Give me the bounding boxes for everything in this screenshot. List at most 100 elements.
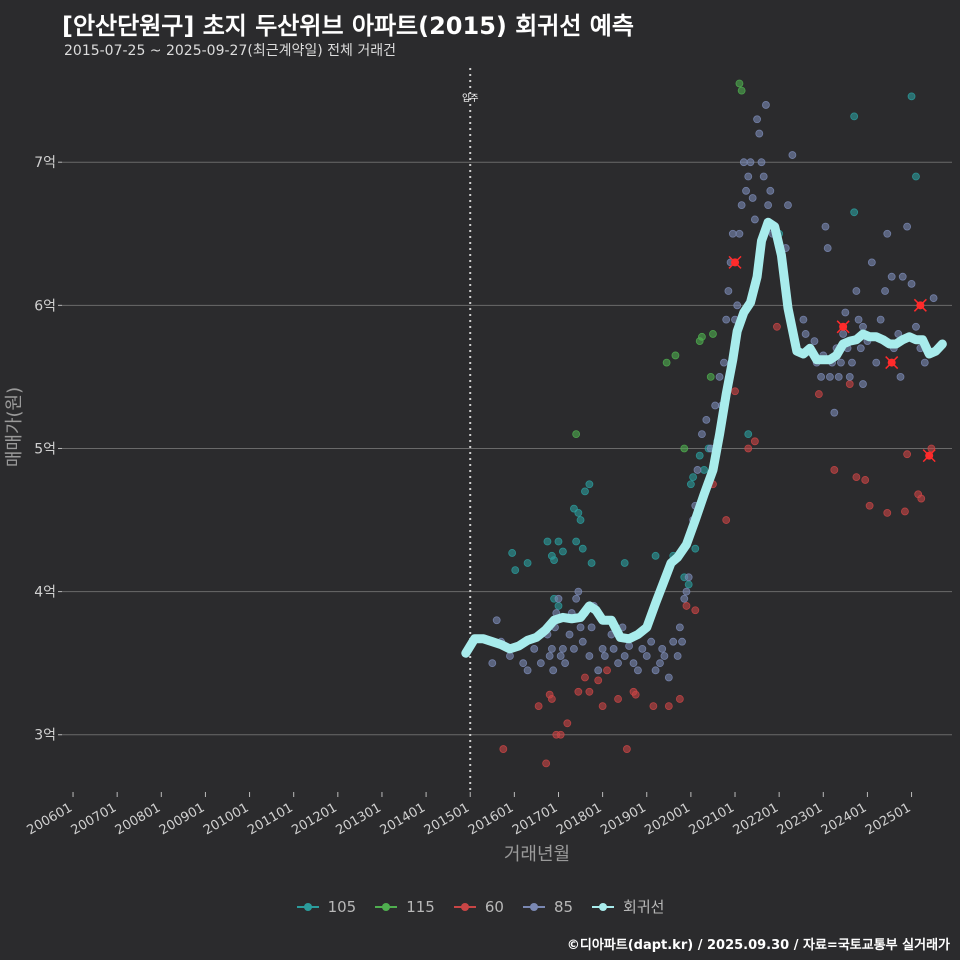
point-60 bbox=[773, 322, 781, 331]
point-85 bbox=[912, 322, 920, 331]
point-85 bbox=[600, 652, 609, 660]
point-60 bbox=[594, 676, 603, 685]
point-85 bbox=[715, 373, 724, 381]
point-85 bbox=[759, 172, 768, 181]
point-85 bbox=[702, 415, 711, 424]
point-85 bbox=[684, 573, 693, 582]
point-85 bbox=[693, 466, 702, 474]
point-105 bbox=[850, 112, 859, 121]
point-85 bbox=[629, 659, 638, 668]
point-85 bbox=[669, 637, 678, 646]
point-85 bbox=[746, 158, 755, 167]
point-60 bbox=[917, 494, 926, 503]
point-60 bbox=[622, 745, 631, 753]
legend-key bbox=[591, 898, 615, 916]
point-105 bbox=[523, 559, 532, 567]
point-85 bbox=[750, 215, 759, 224]
legend-label: 115 bbox=[406, 897, 435, 916]
point-60 bbox=[563, 719, 572, 728]
point-85 bbox=[867, 258, 876, 267]
point-85 bbox=[578, 637, 587, 646]
point-85 bbox=[733, 301, 742, 310]
point-85 bbox=[907, 279, 916, 288]
legend-item: 60 bbox=[453, 898, 504, 916]
point-60 bbox=[649, 702, 658, 711]
legend-label: 105 bbox=[327, 897, 357, 916]
point-105 bbox=[576, 516, 585, 524]
point-85 bbox=[680, 594, 689, 603]
point-115 bbox=[735, 79, 744, 88]
point-115 bbox=[737, 86, 746, 95]
highlight-x-mark bbox=[922, 449, 936, 463]
legend-item: 85 bbox=[522, 898, 573, 916]
point-85 bbox=[859, 380, 867, 388]
point-85 bbox=[748, 194, 757, 202]
point-85 bbox=[614, 659, 622, 668]
point-85 bbox=[506, 652, 514, 660]
legend-key bbox=[522, 898, 546, 916]
point-60 bbox=[744, 444, 753, 453]
point-60 bbox=[861, 476, 870, 484]
x-tick-label: 201901 bbox=[598, 800, 648, 838]
point-85 bbox=[651, 666, 660, 675]
point-85 bbox=[821, 222, 830, 231]
point-85 bbox=[698, 430, 706, 439]
point-85 bbox=[642, 652, 651, 660]
y-tick-label: 6억 bbox=[34, 298, 56, 314]
point-105 bbox=[912, 172, 920, 181]
highlight-x-mark bbox=[885, 356, 899, 370]
point-85 bbox=[887, 272, 896, 281]
point-115 bbox=[671, 351, 680, 360]
point-85 bbox=[638, 644, 647, 653]
point-85 bbox=[739, 158, 748, 167]
point-60 bbox=[903, 450, 912, 459]
x-tick-label: 201201 bbox=[289, 800, 339, 838]
point-115 bbox=[706, 373, 715, 381]
point-60 bbox=[883, 508, 892, 517]
point-85 bbox=[735, 229, 744, 238]
point-85 bbox=[556, 652, 565, 660]
point-85 bbox=[570, 644, 578, 653]
point-85 bbox=[634, 666, 642, 675]
point-85 bbox=[742, 186, 750, 195]
legend-item: 115 bbox=[374, 898, 435, 916]
point-85 bbox=[872, 358, 881, 367]
point-105 bbox=[651, 551, 660, 560]
point-60 bbox=[901, 507, 909, 516]
point-60 bbox=[631, 690, 640, 699]
point-60 bbox=[664, 702, 673, 711]
point-105 bbox=[907, 92, 916, 101]
point-85 bbox=[609, 644, 618, 653]
point-60 bbox=[731, 387, 739, 396]
point-85 bbox=[682, 587, 691, 596]
x-tick-label: 200801 bbox=[113, 800, 163, 838]
point-85 bbox=[545, 652, 554, 660]
point-105 bbox=[554, 537, 563, 546]
point-105 bbox=[850, 208, 859, 217]
point-105 bbox=[550, 556, 558, 565]
x-tick-label: 200901 bbox=[157, 800, 207, 838]
point-60 bbox=[852, 473, 861, 481]
point-105 bbox=[578, 544, 587, 553]
point-85 bbox=[587, 623, 596, 632]
y-axis-title: 매매가(원) bbox=[4, 387, 25, 467]
point-85 bbox=[565, 630, 574, 639]
x-axis-title: 거래년월 bbox=[504, 844, 570, 865]
point-105 bbox=[691, 544, 700, 553]
point-60 bbox=[603, 666, 611, 675]
move-in-label: 입주 bbox=[462, 92, 479, 104]
point-85 bbox=[576, 623, 585, 632]
point-85 bbox=[852, 287, 861, 295]
point-85 bbox=[903, 222, 912, 231]
point-85 bbox=[898, 272, 907, 281]
y-tick-label: 4억 bbox=[34, 585, 56, 601]
point-85 bbox=[823, 244, 832, 252]
point-85 bbox=[572, 594, 581, 603]
point-85 bbox=[530, 644, 539, 653]
point-85 bbox=[848, 358, 856, 367]
point-85 bbox=[728, 229, 737, 238]
chart-legend: 105 115 60 85 회귀선 bbox=[0, 896, 960, 917]
point-85 bbox=[673, 652, 682, 660]
y-tick-label: 7억 bbox=[34, 155, 56, 171]
regression-line bbox=[461, 217, 947, 658]
